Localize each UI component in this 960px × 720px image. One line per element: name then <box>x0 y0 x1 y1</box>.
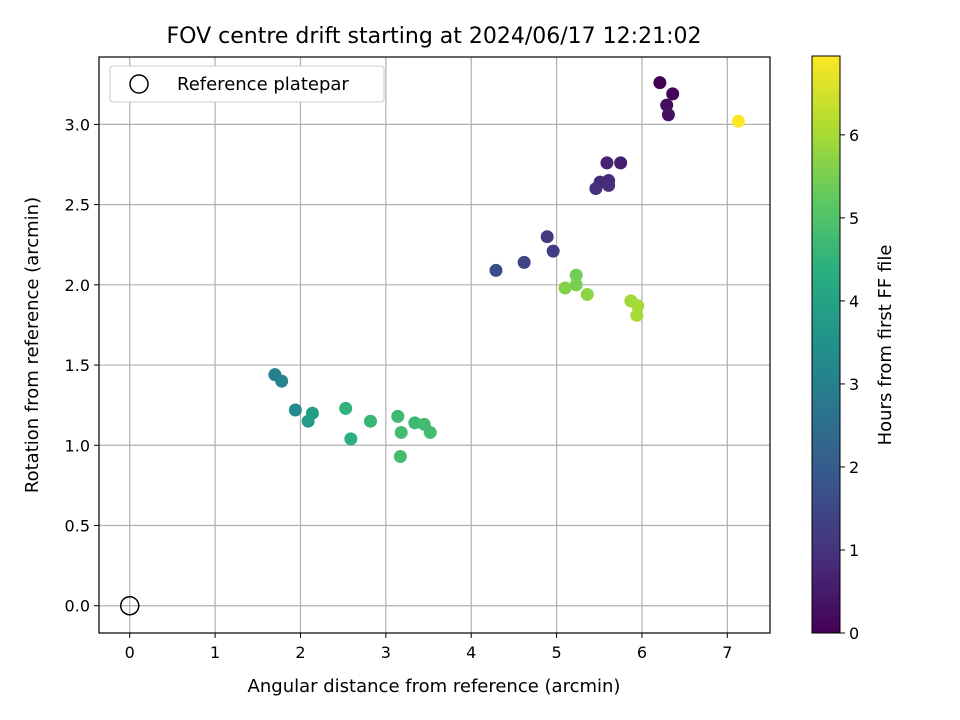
data-point <box>580 287 594 301</box>
x-tick-label: 6 <box>637 643 647 662</box>
x-tick-label: 4 <box>466 643 476 662</box>
scatter-points <box>268 76 745 464</box>
colorbar-tick-label: 0 <box>849 624 859 643</box>
y-tick-label: 1.0 <box>65 436 90 455</box>
chart-title: FOV centre drift starting at 2024/06/17 … <box>167 24 702 49</box>
data-point <box>602 178 616 192</box>
colorbar <box>811 55 841 634</box>
x-tick-label: 7 <box>722 643 732 662</box>
reference-marker <box>119 595 140 616</box>
data-point <box>589 182 603 196</box>
data-point <box>344 432 358 446</box>
data-point <box>393 450 407 464</box>
data-point <box>631 299 645 313</box>
data-point <box>614 156 628 170</box>
y-axis-ticks: 0.0 0.5 1.0 1.5 2.0 2.5 3.0 <box>65 115 99 616</box>
data-point <box>517 255 531 269</box>
x-tick-label: 5 <box>551 643 561 662</box>
data-point <box>288 403 302 417</box>
legend-box <box>109 65 385 103</box>
data-point <box>660 98 674 112</box>
data-point <box>558 281 572 295</box>
data-point <box>540 230 554 244</box>
data-point <box>653 76 667 90</box>
data-point <box>600 156 614 170</box>
colorbar-ticks: 0 1 2 3 4 5 6 <box>840 126 859 643</box>
y-tick-label: 2.0 <box>65 276 90 295</box>
colorbar-tick-label: 4 <box>849 292 859 311</box>
x-tick-label: 1 <box>210 643 220 662</box>
colorbar-tick-label: 5 <box>849 209 859 228</box>
data-point <box>391 409 405 423</box>
colorbar-tick-label: 1 <box>849 541 859 560</box>
legend-label: Reference platepar <box>177 74 349 95</box>
data-point <box>569 278 583 292</box>
y-tick-label: 0.5 <box>65 517 90 536</box>
colorbar-label: Hours from first FF file <box>875 245 896 446</box>
colorbar-tick-label: 2 <box>849 458 859 477</box>
y-tick-label: 3.0 <box>65 115 90 134</box>
data-point <box>489 263 503 277</box>
data-point <box>569 268 583 282</box>
plot-frame <box>98 56 771 634</box>
data-point <box>423 425 437 439</box>
legend-reference-marker <box>129 74 149 94</box>
data-point <box>339 401 353 415</box>
colorbar-tick-label: 3 <box>849 375 859 394</box>
x-axis-ticks: 0 1 2 3 4 5 6 7 <box>125 633 732 662</box>
y-tick-label: 2.5 <box>65 196 90 215</box>
x-tick-label: 3 <box>381 643 391 662</box>
data-point <box>731 114 745 128</box>
grid-lines <box>99 57 770 633</box>
y-tick-label: 1.5 <box>65 356 90 375</box>
colorbar-tick-label: 6 <box>849 126 859 145</box>
y-axis-label: Rotation from reference (arcmin) <box>22 197 43 493</box>
x-axis-label: Angular distance from reference (arcmin) <box>248 676 621 697</box>
data-point <box>666 87 680 101</box>
x-tick-label: 2 <box>295 643 305 662</box>
legend: Reference platepar <box>109 65 385 103</box>
data-point <box>363 414 377 428</box>
x-tick-label: 0 <box>125 643 135 662</box>
data-point <box>301 414 315 428</box>
data-point <box>275 374 289 388</box>
data-point <box>394 425 408 439</box>
data-point <box>661 108 675 122</box>
y-tick-label: 0.0 <box>65 597 90 616</box>
plot-area <box>99 57 770 633</box>
data-point <box>546 244 560 258</box>
data-point <box>630 308 644 322</box>
